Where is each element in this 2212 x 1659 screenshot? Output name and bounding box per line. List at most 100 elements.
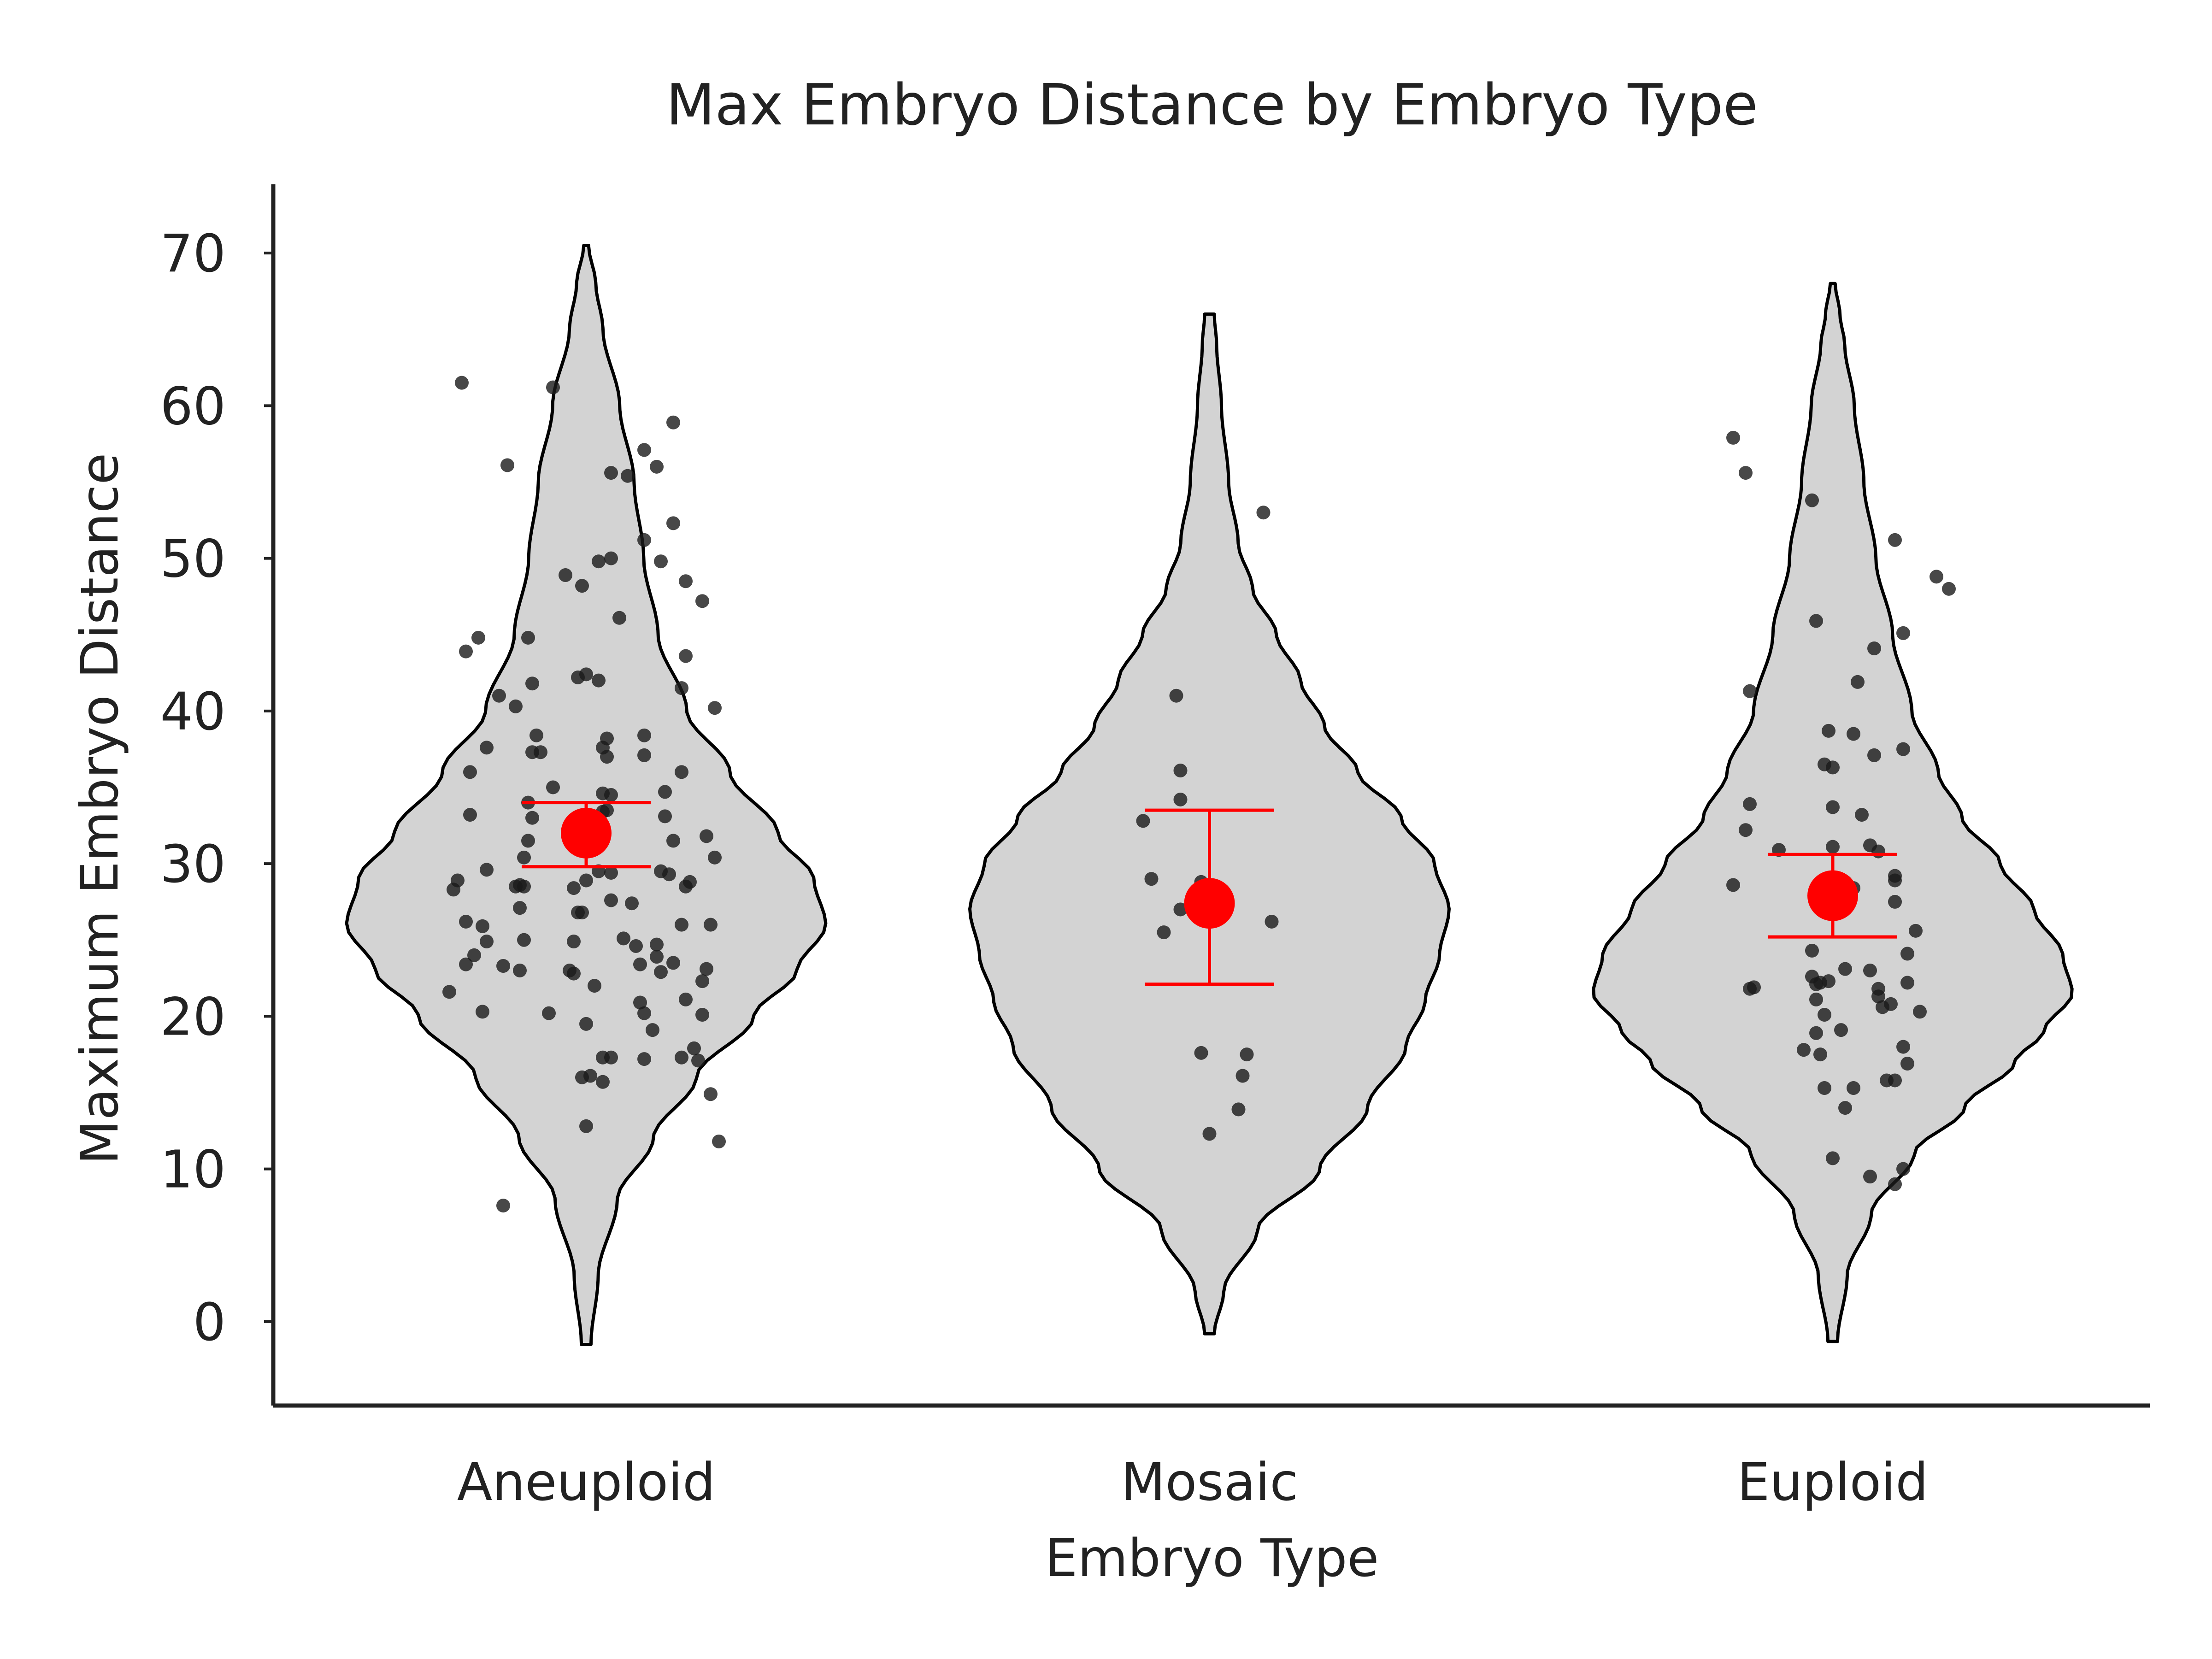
data-point <box>1169 688 1183 703</box>
data-point <box>1826 840 1840 854</box>
data-point <box>513 963 527 977</box>
data-point <box>679 649 693 663</box>
data-point <box>1896 1040 1910 1054</box>
data-point <box>517 850 531 865</box>
data-point <box>1805 493 1819 507</box>
data-point <box>1818 1008 1831 1022</box>
data-point <box>467 948 481 962</box>
data-point <box>1822 974 1835 988</box>
data-point <box>679 879 693 894</box>
data-point <box>463 808 477 822</box>
y-tick-label: 60 <box>160 377 226 436</box>
data-point <box>695 1008 709 1022</box>
data-point <box>617 931 630 946</box>
data-point <box>546 380 560 394</box>
plot-area <box>345 244 2074 1346</box>
data-point <box>679 992 693 1006</box>
data-point <box>546 780 560 794</box>
data-point <box>1818 757 1831 771</box>
data-point <box>1913 1005 1927 1019</box>
y-tick-label: 40 <box>160 682 226 742</box>
mean-marker-mosaic <box>1184 878 1235 929</box>
data-point <box>1805 943 1819 958</box>
data-point <box>708 701 722 715</box>
data-point <box>1743 797 1757 811</box>
mean-marker-euploid <box>1807 870 1858 921</box>
data-point <box>666 834 680 848</box>
data-point <box>675 765 688 779</box>
data-point <box>1838 962 1852 976</box>
data-point <box>517 933 531 947</box>
data-point <box>1202 1127 1217 1141</box>
data-point <box>1888 894 1902 909</box>
y-tick-label: 50 <box>160 529 226 589</box>
y-tick-label: 0 <box>193 1293 226 1353</box>
data-point <box>500 458 514 472</box>
data-point <box>459 644 473 659</box>
data-point <box>567 966 581 981</box>
data-point <box>604 788 618 802</box>
data-point <box>604 466 618 480</box>
data-point <box>596 1075 610 1089</box>
data-point <box>666 415 680 429</box>
data-point <box>1739 823 1753 837</box>
data-point <box>604 1050 618 1065</box>
data-point <box>621 469 635 483</box>
data-point <box>700 962 713 976</box>
data-point <box>1818 1081 1831 1095</box>
data-point <box>1930 570 1943 584</box>
data-point <box>455 376 469 390</box>
y-tick-label: 10 <box>160 1140 226 1200</box>
mean-marker-aneuploid <box>561 807 612 859</box>
data-point <box>521 630 535 645</box>
data-point <box>704 918 718 932</box>
data-point <box>592 554 606 569</box>
data-point <box>637 1052 651 1066</box>
data-point <box>1909 924 1923 938</box>
data-point <box>629 939 643 953</box>
x-axis-label: Embryo Type <box>1045 1529 1379 1588</box>
data-point <box>1173 792 1188 806</box>
data-point <box>675 918 688 932</box>
data-point <box>1157 925 1171 940</box>
data-point <box>633 995 647 1010</box>
data-point <box>604 865 618 880</box>
data-point <box>1822 724 1835 738</box>
data-point <box>704 1087 718 1101</box>
data-point <box>1871 989 1885 1004</box>
data-point <box>1834 1023 1848 1037</box>
y-tick-label: 30 <box>160 835 226 894</box>
data-point <box>1739 466 1753 480</box>
data-point <box>1265 914 1279 929</box>
data-point <box>575 579 589 593</box>
data-point <box>529 728 543 742</box>
data-point <box>700 829 713 843</box>
data-point <box>1876 1000 1889 1014</box>
data-point <box>691 1053 705 1068</box>
data-point <box>1863 1170 1877 1184</box>
data-point <box>442 985 456 999</box>
chart-title: Max Embryo Distance by Embryo Type <box>666 72 1758 138</box>
data-point <box>592 673 606 688</box>
data-point <box>471 630 485 645</box>
data-point <box>675 681 688 695</box>
data-point <box>650 459 664 474</box>
data-point <box>658 809 672 824</box>
data-point <box>1797 1043 1811 1057</box>
data-point <box>637 1006 651 1020</box>
data-point <box>1871 844 1885 859</box>
y-tick-label: 70 <box>160 224 226 284</box>
data-point <box>1896 742 1910 756</box>
data-point <box>1747 980 1761 994</box>
data-point <box>658 785 672 799</box>
data-point <box>476 919 489 933</box>
data-point <box>1173 764 1188 777</box>
x-tick-label: Aneuploid <box>457 1453 715 1512</box>
data-point <box>708 850 722 865</box>
data-point <box>575 906 589 920</box>
data-point <box>1855 808 1869 822</box>
data-point <box>583 1069 597 1083</box>
data-point <box>1900 976 1914 990</box>
data-point <box>1809 977 1823 991</box>
